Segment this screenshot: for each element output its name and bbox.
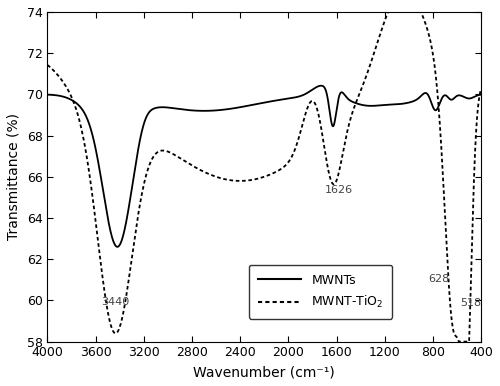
- Text: 518: 518: [460, 298, 481, 308]
- MWNTs: [423, 91, 429, 95]
- MWNT-TiO$_2$: [44, 63, 51, 67]
- MWNT-TiO$_2$: [423, 23, 429, 27]
- MWNT-TiO$_2$: [478, 86, 484, 91]
- Y-axis label: Transmittance (%): Transmittance (%): [7, 113, 21, 240]
- Line: MWNTs: MWNTs: [48, 86, 481, 247]
- MWNT-TiO$_2$: [456, 339, 462, 344]
- MWNT-TiO$_2$: [120, 314, 126, 318]
- MWNT-TiO$_2$: [470, 210, 476, 214]
- X-axis label: Wavenumber (cm⁻¹): Wavenumber (cm⁻¹): [194, 365, 335, 379]
- Text: 1626: 1626: [325, 185, 353, 195]
- MWNTs: [470, 95, 476, 100]
- MWNTs: [230, 106, 235, 111]
- MWNT-TiO$_2$: [94, 229, 100, 234]
- Text: 3440: 3440: [100, 297, 129, 307]
- MWNTs: [211, 108, 217, 113]
- Line: MWNT-TiO$_2$: MWNT-TiO$_2$: [48, 12, 481, 342]
- MWNTs: [114, 244, 120, 249]
- MWNTs: [94, 152, 100, 157]
- Legend: MWNTs, MWNT-TiO$_2$: MWNTs, MWNT-TiO$_2$: [249, 265, 392, 319]
- Text: 628: 628: [428, 274, 450, 284]
- MWNT-TiO$_2$: [230, 178, 235, 183]
- MWNTs: [318, 83, 324, 88]
- MWNT-TiO$_2$: [210, 174, 216, 178]
- MWNTs: [478, 92, 484, 97]
- MWNTs: [120, 235, 126, 239]
- MWNT-TiO$_2$: [385, 10, 391, 14]
- MWNTs: [44, 92, 51, 97]
